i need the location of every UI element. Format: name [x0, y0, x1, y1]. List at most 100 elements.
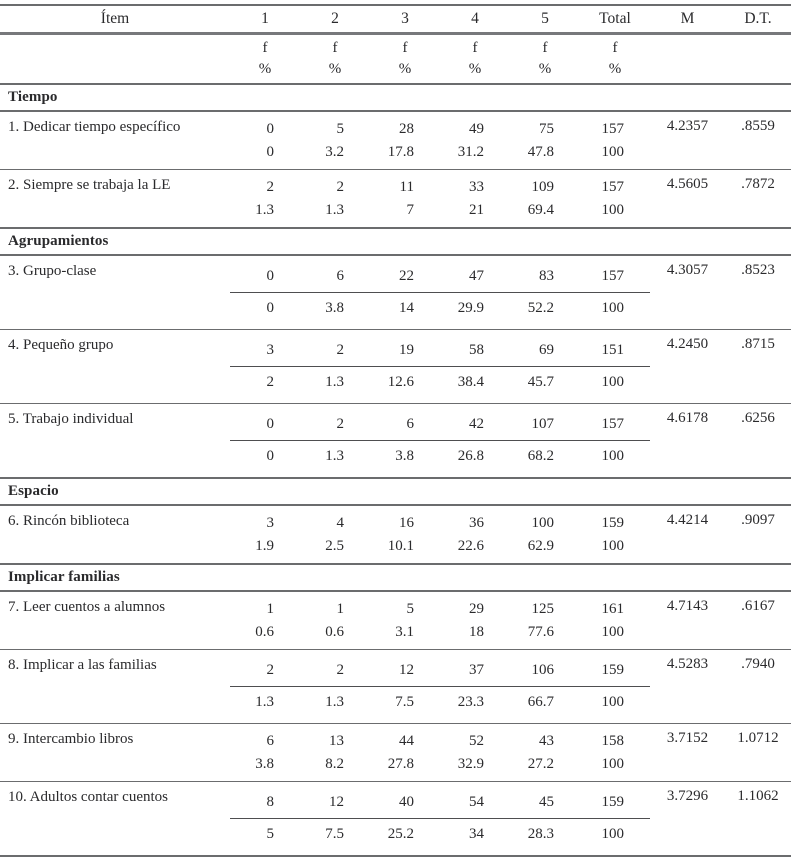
item-percentage-row: 0 3.8 14 29.9 52.2 100 — [0, 293, 791, 330]
frequency-value: 1 — [230, 590, 300, 621]
frequency-value: 3 — [230, 504, 300, 535]
percentage-value: 17.8 — [387, 144, 414, 160]
percentage-value: 1.3 — [255, 202, 274, 218]
percentage-value: 3.1 — [395, 624, 414, 640]
percentage-value: 2.5 — [325, 538, 344, 554]
frequency-value: 107 — [510, 403, 580, 441]
percentage-value: 8.2 — [325, 756, 344, 772]
frequency-value: 151 — [580, 329, 650, 367]
frequency-value: 106 — [510, 649, 580, 687]
percentage-value: 100 — [601, 694, 625, 710]
item-label: 2. Siempre se trabaja la LE — [0, 169, 230, 228]
item-label: 5. Trabajo individual — [0, 403, 230, 478]
frequency-value: 22 — [370, 254, 440, 293]
frequency-value: 2 — [300, 649, 370, 687]
item-percentage-row: 1.3 1.3 7 21 69.4 100 — [0, 199, 791, 228]
sd-value: 1.1062 — [725, 781, 791, 856]
pct-label: % — [538, 61, 552, 77]
item-percentage-row: 1.3 1.3 7.5 23.3 66.7 100 — [0, 687, 791, 724]
percentage-value: 18 — [469, 624, 484, 640]
mean-value: 3.7152 — [650, 723, 725, 782]
percentage-value: 27.8 — [387, 756, 414, 772]
frequency-value: 4 — [300, 504, 370, 535]
col-header-5: 5 — [510, 5, 580, 35]
item-frequency-row: 8. Implicar a las familias 2 2 12 37 106 159 4.… — [0, 649, 791, 724]
frequency-value: 159 — [580, 649, 650, 687]
percentage-value: 27.2 — [527, 756, 554, 772]
percentage-value: 32.9 — [457, 756, 484, 772]
percentage-value: 3.2 — [325, 144, 344, 160]
percentage-value: 5 — [266, 826, 275, 842]
item-frequency-row: 10. Adultos contar cuentos 8 12 40 54 45 159 3.… — [0, 781, 791, 856]
percentage-value: 10.1 — [387, 538, 414, 554]
percentage-value: 100 — [601, 374, 625, 390]
section-row: Agrupamientos — [0, 227, 791, 256]
col-header-1: 1 — [230, 5, 300, 35]
paper-page: Ítem 1 2 3 4 5 Total M D.T. f% f% f% f% … — [0, 4, 791, 857]
frequency-value: 1 — [300, 590, 370, 621]
section-row: Tiempo — [0, 83, 791, 112]
item-frequency-row: 6. Rincón biblioteca 3 4 16 36 100 159 4.4214.9… — [0, 504, 791, 564]
item-label: 6. Rincón biblioteca — [0, 504, 230, 564]
frequency-value: 157 — [580, 254, 650, 293]
frequency-value: 6 — [300, 254, 370, 293]
percentage-value: 1.3 — [325, 374, 344, 390]
percentage-value: 26.8 — [457, 448, 484, 464]
frequency-value: 2 — [300, 403, 370, 441]
percentage-value: 0.6 — [255, 624, 274, 640]
percentage-value: 100 — [601, 538, 625, 554]
percentage-value: 3.8 — [325, 300, 344, 316]
section-title: Tiempo — [0, 83, 791, 112]
col-header-mean: M — [650, 5, 725, 35]
percentage-value: 7 — [406, 202, 415, 218]
subheader-f-pct-total: f% — [580, 33, 650, 85]
section-row: Implicar familias — [0, 563, 791, 592]
frequency-value: 109 — [510, 169, 580, 199]
section-title: Agrupamientos — [0, 227, 791, 256]
frequency-value: 158 — [580, 723, 650, 753]
mean-value: 4.2450 — [650, 329, 725, 404]
frequency-value: 37 — [440, 649, 510, 687]
item-label: 4. Pequeño grupo — [0, 329, 230, 404]
sd-value: .9097 — [725, 504, 791, 564]
item-percentage-row: 1.9 2.5 10.1 22.6 62.9 100 — [0, 535, 791, 564]
percentage-value: 52.2 — [527, 300, 554, 316]
percentage-value: 100 — [601, 826, 625, 842]
percentage-value: 100 — [601, 300, 625, 316]
frequency-statistics-table: Ítem 1 2 3 4 5 Total M D.T. f% f% f% f% … — [0, 4, 791, 857]
item-percentage-row: 2 1.3 12.6 38.4 45.7 100 — [0, 367, 791, 404]
frequency-value: 12 — [370, 649, 440, 687]
col-header-item: Ítem — [0, 5, 230, 35]
frequency-value: 19 — [370, 329, 440, 367]
percentage-value: 62.9 — [527, 538, 554, 554]
f-label: f — [542, 40, 548, 56]
frequency-value: 28 — [370, 110, 440, 141]
frequency-value: 8 — [230, 781, 300, 819]
percentage-value: 7.5 — [395, 694, 414, 710]
mean-value: 4.3057 — [650, 254, 725, 330]
percentage-value: 66.7 — [527, 694, 554, 710]
percentage-value: 100 — [601, 144, 625, 160]
frequency-value: 52 — [440, 723, 510, 753]
percentage-value: 100 — [601, 448, 625, 464]
sd-value: .7940 — [725, 649, 791, 724]
frequency-value: 13 — [300, 723, 370, 753]
percentage-value: 77.6 — [527, 624, 554, 640]
section-row: Espacio — [0, 477, 791, 506]
frequency-value: 2 — [230, 649, 300, 687]
frequency-value: 49 — [440, 110, 510, 141]
item-label: 1. Dedicar tiempo específico — [0, 110, 230, 170]
mean-value: 4.5283 — [650, 649, 725, 724]
frequency-value: 161 — [580, 590, 650, 621]
frequency-value: 12 — [300, 781, 370, 819]
subheader-f-pct-5: f% — [510, 33, 580, 85]
item-frequency-row: 5. Trabajo individual 0 2 6 42 107 157 4.6178.6… — [0, 403, 791, 478]
pct-label: % — [398, 61, 412, 77]
section-title: Implicar familias — [0, 563, 791, 592]
f-label: f — [402, 40, 408, 56]
percentage-value: 1.3 — [325, 694, 344, 710]
frequency-value: 47 — [440, 254, 510, 293]
percentage-value: 34 — [469, 826, 484, 842]
frequency-value: 159 — [580, 781, 650, 819]
sd-value: .8715 — [725, 329, 791, 404]
